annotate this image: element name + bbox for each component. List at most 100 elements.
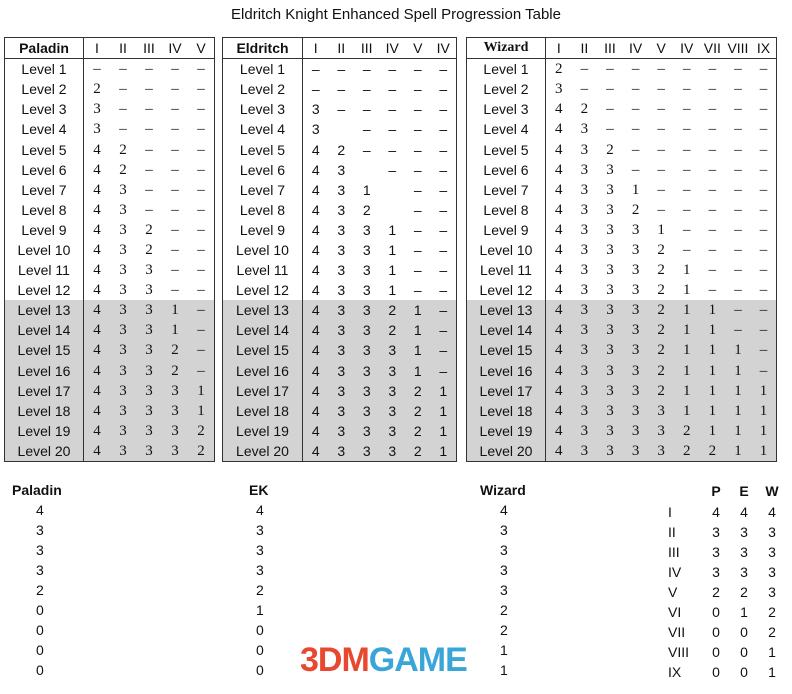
spell-level-header: V: [648, 37, 674, 60]
slot-count: 1: [388, 282, 397, 299]
slot-count: 3: [337, 282, 346, 299]
table-row: Level 8 4 3 2 – –: [222, 199, 457, 220]
slot-count: –: [759, 141, 768, 158]
summary-value: 4: [36, 502, 44, 518]
level-label: Level 13: [466, 300, 546, 321]
slot-count: 3: [354, 360, 380, 381]
level-label: Level 15: [4, 340, 84, 361]
summary-header: Paladin: [12, 482, 62, 498]
summary-value: 2: [500, 602, 508, 618]
level-label: Level 4: [4, 119, 84, 140]
table-row: Level 4 4 3– – – – – – –: [466, 119, 777, 140]
slot-count: –: [439, 161, 448, 178]
slot-count: 3: [362, 262, 371, 279]
slot-count: 2: [648, 340, 674, 361]
slot-count: 1: [725, 420, 751, 441]
slot-count: 4: [545, 440, 572, 462]
slot-count: 4: [93, 201, 101, 218]
level-label: Level 19: [466, 420, 546, 441]
slot-count: 3: [379, 420, 405, 441]
slot-count: 1: [750, 440, 777, 462]
slot-count: –: [439, 141, 448, 158]
table-row: Level 1 2– – – – – – – –: [466, 58, 777, 80]
level-label: Level 16: [222, 360, 303, 381]
slot-count: –: [197, 201, 205, 218]
summary-value: 3: [256, 542, 264, 558]
slot-count: 3: [110, 380, 136, 401]
slot-count: 4: [83, 300, 110, 321]
summary-header: Wizard: [480, 482, 526, 498]
slot-count: –: [171, 121, 179, 138]
slot-count: –: [708, 201, 717, 218]
slot-count: –: [171, 221, 179, 238]
slot-count: 3: [768, 524, 776, 540]
table-row: Level 7 4 3 – – –: [4, 179, 215, 200]
slot-count: 3: [597, 320, 623, 341]
table-row: Level 2– – – – – –: [222, 79, 457, 100]
slot-count: 3: [110, 360, 136, 381]
table-row: Level 11 4 3 3 1– –: [222, 260, 457, 281]
level-label: Level 1: [222, 58, 303, 80]
slot-count: 3: [119, 201, 127, 218]
slot-count: 3: [354, 440, 380, 462]
summary-value: 1: [500, 642, 508, 658]
table-row: Level 6 4 2 – – –: [4, 159, 215, 180]
slot-count: 3: [162, 400, 188, 421]
spell-level-header: IV: [673, 37, 700, 60]
slot-count: 2: [712, 584, 720, 600]
slot-count: 1: [388, 221, 397, 238]
slot-count: –: [145, 181, 153, 198]
slot-count: 2: [648, 320, 674, 341]
slot-count: 4: [712, 504, 720, 520]
slot-count: –: [188, 300, 215, 321]
summary-value: 3: [500, 582, 508, 598]
slot-count: –: [683, 161, 691, 178]
slot-count: –: [708, 282, 717, 299]
slot-count: 3: [740, 564, 748, 580]
slot-count: –: [413, 101, 422, 118]
level-label: Level 16: [466, 360, 546, 381]
slot-count: 3: [110, 320, 136, 341]
slot-count: 4: [302, 340, 329, 361]
comparison-row: VII 0 0 2: [668, 622, 786, 642]
table-row: Level 16 4 3 3 3 2 1 1 1–: [466, 360, 777, 381]
slot-count: 3: [354, 400, 380, 421]
slot-count: –: [188, 360, 215, 381]
slot-count: 1: [405, 360, 431, 381]
slot-count: 3: [571, 420, 598, 441]
slot-count: 0: [740, 624, 748, 640]
slot-count: 2: [648, 360, 674, 381]
slot-count: –: [734, 81, 742, 98]
comparison-header: E: [739, 483, 749, 499]
spell-level-header: II: [571, 37, 598, 60]
slot-count: 4: [545, 360, 572, 381]
slot-count: –: [430, 300, 457, 321]
slot-count: 3: [145, 282, 153, 299]
slot-count: –: [708, 161, 717, 178]
slot-count: –: [708, 101, 717, 118]
level-label: Level 19: [4, 420, 84, 441]
slot-count: 3: [311, 121, 320, 138]
spell-level-header: IV: [622, 37, 649, 60]
slot-count: 4: [83, 380, 110, 401]
table-row: Level 18 4 3 3 3 2 1: [222, 400, 457, 421]
slot-count: –: [657, 201, 665, 218]
slot-count: 2: [188, 420, 215, 441]
slot-count: 3: [379, 360, 405, 381]
slot-count: 1: [673, 360, 700, 381]
slot-count: –: [362, 141, 371, 158]
table-row: Level 11 4 3 3 – –: [4, 260, 215, 281]
slot-count: 3: [136, 440, 162, 462]
summary-value: 0: [36, 622, 44, 638]
level-label: Level 20: [466, 440, 546, 462]
slot-count: 4: [93, 241, 101, 258]
slot-count: –: [708, 181, 717, 198]
slot-count: 4: [740, 504, 748, 520]
spell-level-header: VIII: [725, 37, 751, 60]
slot-count: –: [388, 121, 397, 138]
slot-count: 1: [699, 400, 726, 421]
slot-count: –: [657, 81, 665, 98]
slot-count: –: [683, 181, 691, 198]
table-row: Level 14 4 3 3 3 2 1 1– –: [466, 320, 777, 341]
slot-count: –: [734, 161, 742, 178]
